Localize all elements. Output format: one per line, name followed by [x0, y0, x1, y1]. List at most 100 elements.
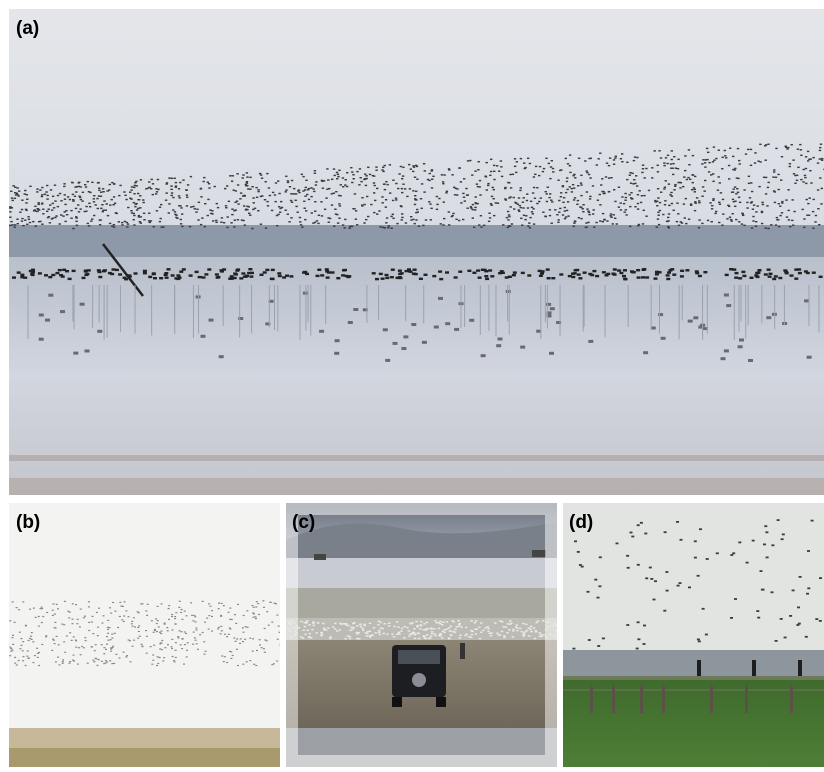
- bird: [420, 183, 424, 185]
- bird: [101, 660, 103, 662]
- bird: [571, 275, 576, 279]
- bird: [732, 155, 735, 158]
- bird: [14, 656, 17, 658]
- bird: [585, 226, 588, 228]
- bird: [386, 183, 389, 186]
- bird: [63, 198, 67, 200]
- bird: [536, 202, 539, 205]
- bird: [164, 276, 169, 279]
- bird: [138, 625, 141, 627]
- bird: [684, 197, 687, 200]
- bird: [137, 216, 141, 218]
- bird: [133, 186, 136, 189]
- bird: [437, 627, 441, 630]
- bird: [761, 203, 765, 206]
- bird: [541, 170, 545, 173]
- bird: [622, 274, 626, 278]
- bird: [382, 328, 388, 332]
- bird: [576, 199, 580, 202]
- bird: [94, 644, 97, 646]
- bird: [518, 210, 521, 213]
- bird: [252, 208, 255, 211]
- bird: [249, 188, 252, 190]
- bird: [724, 155, 727, 157]
- bird: [170, 646, 173, 648]
- bird: [676, 521, 679, 523]
- bird: [126, 226, 129, 228]
- bird: [534, 165, 538, 168]
- bird: [130, 212, 134, 214]
- bird: [179, 270, 184, 273]
- bird: [687, 176, 690, 179]
- bird: [158, 220, 162, 223]
- bird: [642, 209, 645, 212]
- bird: [226, 185, 229, 187]
- bird: [423, 637, 427, 639]
- bird: [62, 268, 67, 271]
- bird: [373, 211, 376, 214]
- bird: [280, 200, 283, 203]
- bird: [37, 221, 41, 223]
- bird: [365, 635, 369, 637]
- bird: [97, 195, 101, 197]
- bird: [624, 192, 627, 195]
- bird: [777, 219, 780, 221]
- bird: [320, 631, 324, 634]
- bird: [777, 173, 780, 176]
- bird: [57, 268, 62, 272]
- bird: [804, 156, 808, 158]
- bird: [522, 635, 525, 637]
- bird: [333, 628, 337, 630]
- bird: [422, 163, 426, 165]
- bird: [317, 214, 321, 217]
- bird: [545, 621, 548, 623]
- bird: [163, 622, 166, 624]
- bird: [359, 177, 362, 179]
- bird: [507, 181, 510, 184]
- bird: [471, 630, 474, 633]
- bird: [736, 147, 740, 150]
- bird: [588, 157, 591, 160]
- bird: [805, 182, 808, 185]
- bird: [263, 651, 266, 653]
- bird: [122, 620, 125, 623]
- bird: [166, 630, 169, 632]
- bird: [29, 637, 32, 639]
- bird: [356, 224, 359, 226]
- bird: [55, 661, 57, 663]
- bird: [716, 189, 720, 191]
- bird: [636, 563, 640, 566]
- bird: [509, 173, 512, 176]
- bird: [791, 199, 794, 201]
- bird: [478, 626, 481, 629]
- bird: [326, 168, 329, 170]
- bird: [103, 647, 106, 649]
- bird: [24, 664, 27, 667]
- bird: [257, 603, 260, 605]
- bird: [274, 182, 278, 184]
- bird: [328, 217, 332, 220]
- bird: [402, 183, 405, 185]
- bird: [629, 205, 632, 208]
- bird: [320, 635, 323, 637]
- bird: [751, 208, 755, 210]
- bird: [338, 169, 341, 172]
- bird: [397, 269, 402, 272]
- bird: [82, 647, 85, 649]
- bird: [796, 624, 800, 626]
- bird: [163, 657, 166, 659]
- bird: [299, 636, 303, 638]
- bird: [357, 638, 361, 640]
- bird: [252, 638, 255, 640]
- bird: [456, 194, 459, 196]
- bird: [545, 268, 550, 271]
- person: [752, 660, 756, 676]
- bird: [286, 627, 290, 630]
- bird: [476, 185, 480, 188]
- bird: [84, 184, 87, 186]
- bird: [479, 215, 483, 217]
- bird: [374, 199, 377, 202]
- bird: [436, 203, 439, 206]
- bird: [545, 157, 548, 160]
- bird: [400, 627, 404, 630]
